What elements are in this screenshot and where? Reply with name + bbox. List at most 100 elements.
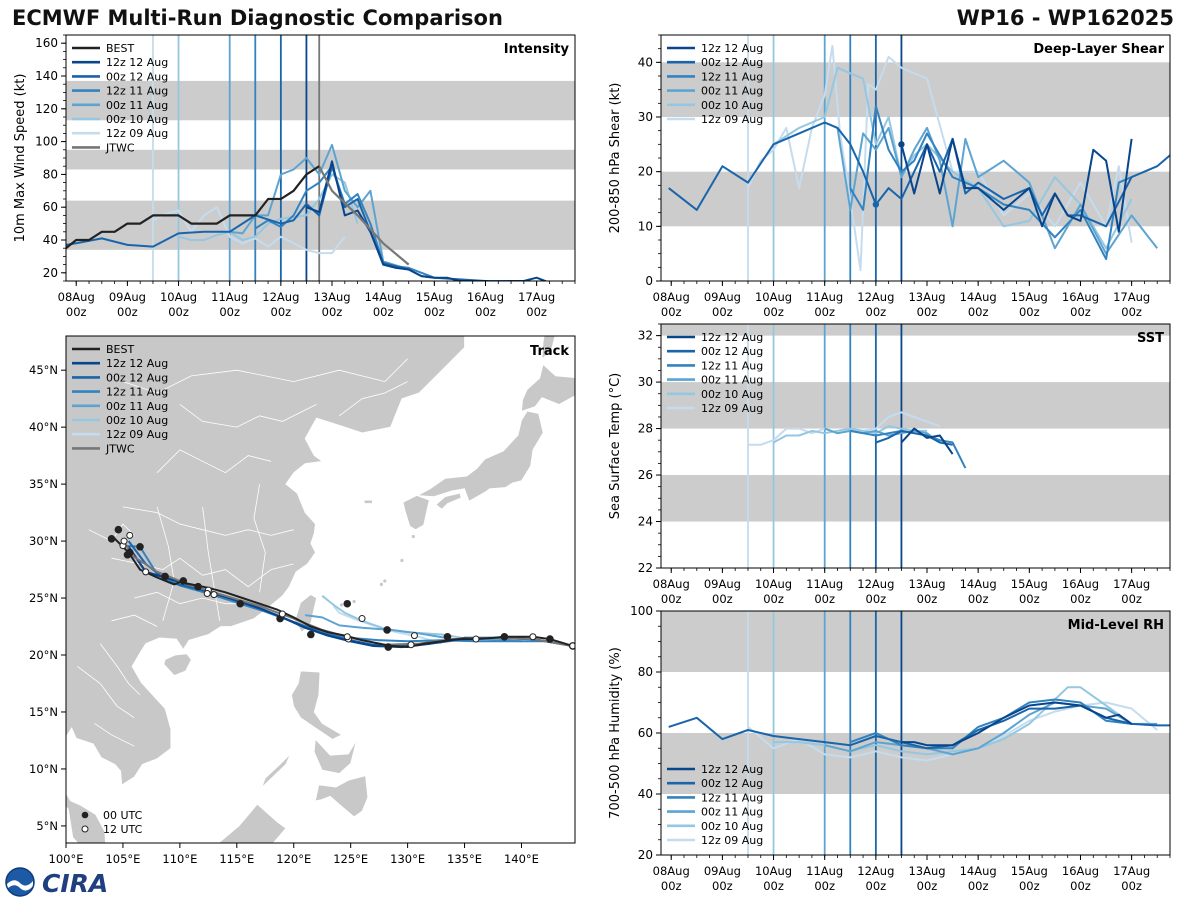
track-ytick-label: 35°N	[29, 477, 58, 491]
track-marker-12utc	[210, 591, 218, 599]
track-frame	[65, 335, 576, 844]
track-xtick-label: 100°E	[49, 852, 84, 866]
track-legend-label: 00z 12 Aug	[106, 371, 168, 384]
intensity-legend-label: 12z 09 Aug	[106, 127, 168, 140]
shear-series-line	[900, 137, 1133, 233]
shear-series-line	[772, 66, 1133, 250]
rh-series-line	[849, 698, 1132, 750]
track-marker-00utc	[500, 632, 509, 641]
track-xtick-label: 120°E	[276, 852, 311, 866]
rh-xtick-label: 00z	[968, 879, 989, 893]
shear-xtick-label: 00z	[814, 305, 835, 319]
shear-plot-area	[661, 35, 1170, 281]
track-panel-title: Track	[530, 344, 569, 359]
shear-xtick-label: 10Aug	[755, 290, 792, 304]
sst-legend-label: 12z 12 Aug	[701, 331, 763, 344]
province-boundary	[99, 643, 141, 696]
intensity-legend-label: JTWC	[105, 141, 135, 154]
sst-xtick-label: 00z	[1070, 592, 1091, 606]
sst-legend-label: 00z 11 Aug	[701, 374, 763, 387]
track-marker-12utc	[569, 642, 575, 650]
rh-series-line	[901, 701, 1133, 747]
sst-ytick-label: 28	[638, 422, 653, 436]
sst-ytick-label: 22	[638, 561, 653, 575]
shear-legend-label: 00z 10 Aug	[701, 99, 763, 112]
sst-xtick-label: 09Aug	[704, 577, 741, 591]
palawan-land	[261, 753, 291, 788]
sst-band	[661, 475, 1170, 522]
shear-xtick-label: 13Aug	[908, 290, 945, 304]
rh-ytick-label: 40	[638, 787, 653, 801]
intensity-xtick-label: 00z	[168, 305, 189, 319]
track-ytick-label: 40°N	[29, 420, 58, 434]
honshu-land	[416, 410, 544, 502]
track-marker-00utc	[136, 542, 144, 551]
borneo-land	[218, 803, 287, 843]
track-ytick-label: 25°N	[29, 591, 58, 605]
panel-rh: 2040608010008Aug00z09Aug00z10Aug00z11Aug…	[608, 604, 1171, 893]
sst-band	[661, 382, 1170, 429]
intensity-xtick-label: 15Aug	[416, 290, 453, 304]
track-marker-00utc	[443, 632, 452, 641]
rh-ytick-label: 20	[638, 848, 653, 862]
intensity-ytick-label: 40	[43, 233, 58, 247]
rh-xtick-label: 11Aug	[806, 864, 843, 878]
shear-ytick-label: 20	[638, 165, 653, 179]
kyushu-land	[402, 495, 430, 531]
intensity-ytick-label: 20	[43, 266, 58, 280]
track-marker-00utc	[384, 643, 393, 651]
rh-xtick-label: 17Aug	[1113, 864, 1150, 878]
storm-id-title: WP16 - WP162025	[956, 6, 1174, 30]
track-legend-marker-00utc	[81, 811, 89, 819]
sst-xtick-label: 00z	[661, 592, 682, 606]
intensity-legend-label: 00z 11 Aug	[106, 99, 168, 112]
rh-series-line	[824, 701, 1158, 756]
rh-xtick-label: 13Aug	[908, 864, 945, 878]
track-marker-12utc	[407, 641, 415, 649]
shear-xtick-label: 00z	[968, 305, 989, 319]
intensity-legend-label: 00z 12 Aug	[106, 70, 168, 83]
track-legend-marker-12utc	[81, 825, 89, 833]
track-marker-12utc	[343, 633, 351, 641]
figure-title: ECMWF Multi-Run Diagnostic Comparison	[12, 6, 503, 30]
island-land	[411, 534, 415, 539]
sst-xtick-label: 00z	[866, 592, 887, 606]
province-boundary	[156, 506, 175, 621]
sst-xtick-label: 00z	[1121, 592, 1142, 606]
track-legend-label: 00z 11 Aug	[106, 400, 168, 413]
rh-legend-label: 00z 12 Aug	[701, 777, 763, 790]
shear-xtick-label: 00z	[712, 305, 733, 319]
rh-legend-label: 12z 11 Aug	[701, 791, 763, 804]
intensity-xtick-label: 14Aug	[365, 290, 402, 304]
track-line	[321, 595, 477, 642]
sst-xtick-label: 12Aug	[857, 577, 894, 591]
intensity-series-line	[306, 160, 549, 281]
intensity-ytick-label: 140	[35, 69, 58, 83]
sst-legend-label: 12z 11 Aug	[701, 359, 763, 372]
shear-ytick-label: 0	[645, 274, 653, 288]
track-xtick-label: 105°E	[105, 852, 140, 866]
luzon-land	[291, 670, 343, 740]
sst-frame	[660, 323, 1171, 569]
track-ytick-label: 15°N	[29, 705, 58, 719]
hokkaido-land	[521, 363, 575, 412]
island-land	[339, 603, 344, 607]
rh-xtick-label: 00z	[1019, 879, 1040, 893]
intensity-xtick-label: 12Aug	[262, 290, 299, 304]
sst-xtick-label: 00z	[763, 592, 784, 606]
intensity-xtick-label: 00z	[219, 305, 240, 319]
shear-marker	[898, 141, 905, 148]
sst-xtick-label: 14Aug	[960, 577, 997, 591]
track-marker-12utc	[203, 589, 211, 597]
taiwan-land	[294, 594, 317, 633]
sst-ytick-label: 30	[638, 375, 653, 389]
shear-legend-label: 12z 12 Aug	[701, 42, 763, 55]
intensity-series-line	[152, 206, 346, 255]
intensity-xtick-label: 00z	[117, 305, 138, 319]
jeju-land	[363, 499, 373, 504]
rh-xtick-label: 00z	[1070, 879, 1091, 893]
panel-track: 100°E 105°E 110°E 115°E 120°E 125°E 130°E 135°E…	[29, 335, 576, 866]
rh-legend-label: 00z 11 Aug	[701, 806, 763, 819]
sst-xtick-label: 00z	[968, 592, 989, 606]
intensity-series-line	[318, 165, 410, 266]
